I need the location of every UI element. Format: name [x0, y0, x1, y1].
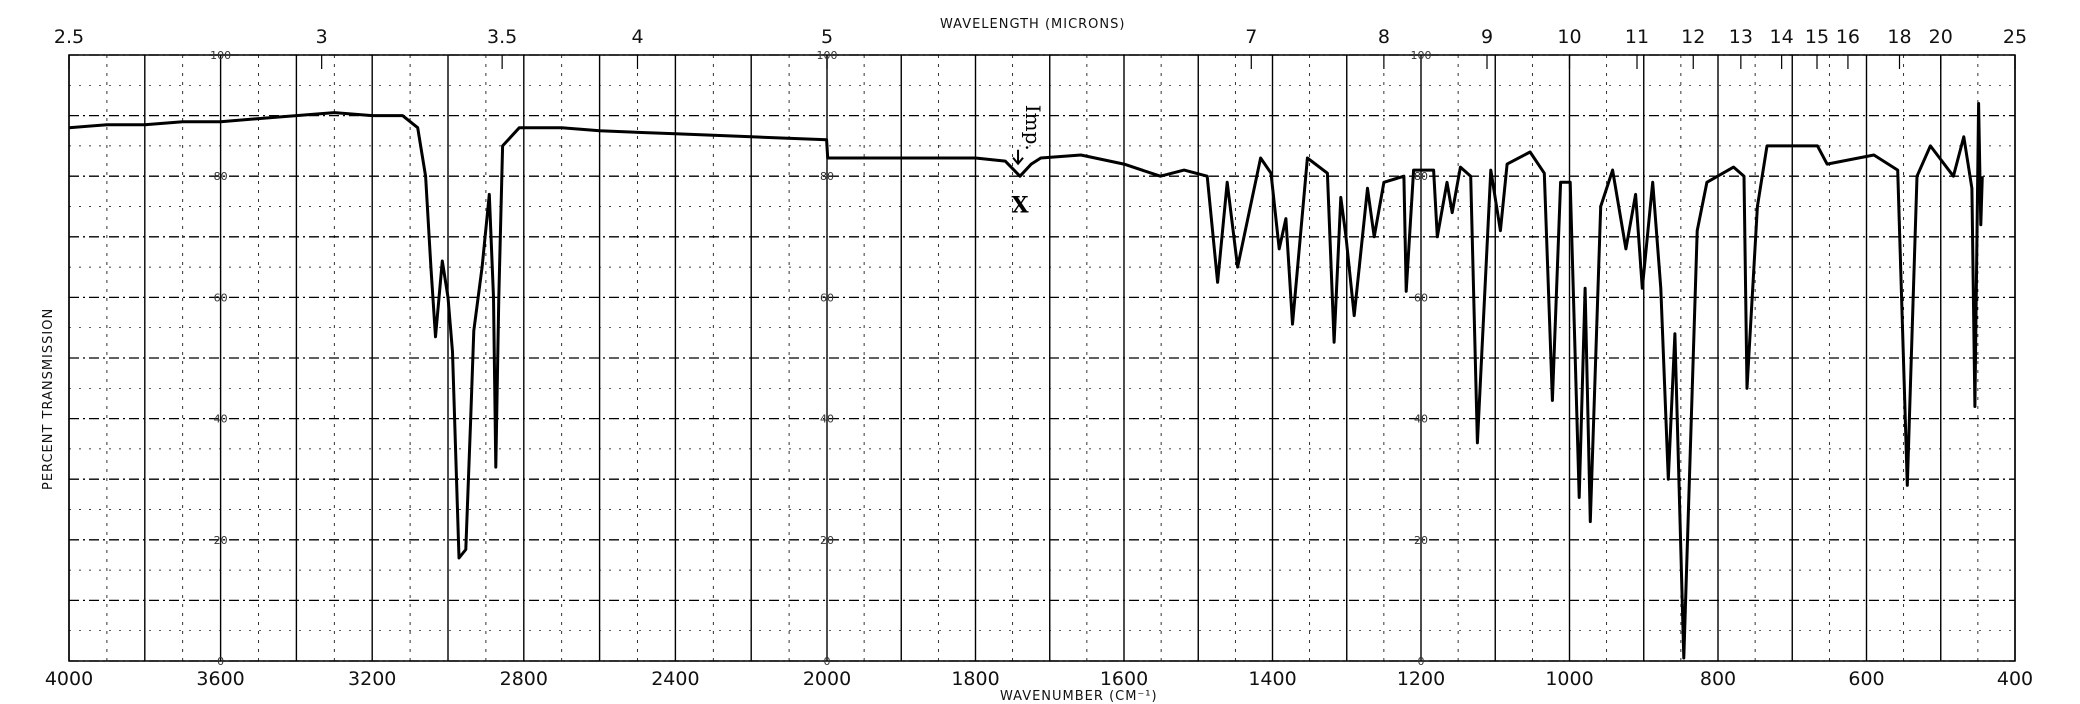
x2-tick-label: 11: [1625, 26, 1649, 48]
x-tick-label: 600: [1848, 668, 1884, 690]
y-tick-label: 80: [820, 170, 834, 183]
arrow-down-icon: [1012, 149, 1024, 166]
x2-tick-label: 8: [1378, 26, 1390, 48]
y-tick-label: 100: [817, 49, 838, 62]
x2-tick-label: 3: [316, 26, 328, 48]
y-tick-label: 80: [1414, 170, 1428, 183]
x2-tick-label: 9: [1481, 26, 1493, 48]
y-tick-label: 40: [214, 413, 228, 426]
x2-tick-label: 18: [1887, 26, 1911, 48]
x-tick-label: 3200: [348, 668, 396, 690]
x2-tick-label: 12: [1681, 26, 1705, 48]
x2-tick-label: 20: [1929, 26, 1953, 48]
x2-tick-label: 25: [2003, 26, 2027, 48]
x-tick-label: 2000: [803, 668, 851, 690]
annotation-imp: Imp.: [1021, 105, 1045, 151]
x2-tick-label: 16: [1836, 26, 1860, 48]
x2-tick-label: 14: [1770, 26, 1794, 48]
y-tick-label: 20: [1414, 534, 1428, 547]
x-tick-label: 1800: [951, 668, 999, 690]
x-tick-label: 1600: [1100, 668, 1148, 690]
x2-tick-label: 15: [1805, 26, 1829, 48]
annotation-x: X: [1012, 193, 1030, 219]
x2-tick-label: 3.5: [487, 26, 517, 48]
plot-frame: [68, 54, 2016, 662]
x2-tick-label: 10: [1557, 26, 1581, 48]
y-tick-label: 0: [824, 655, 831, 668]
y-tick-label: 40: [820, 413, 834, 426]
x-tick-label: 800: [1700, 668, 1736, 690]
x2-tick-label: 5: [821, 26, 833, 48]
x-axis-label: WAVENUMBER (CM⁻¹): [1000, 689, 1158, 704]
spectrum-line: [68, 102, 1984, 660]
y-tick-label: 0: [1418, 655, 1425, 668]
y-tick-label: 100: [1411, 49, 1432, 62]
x2-tick-label: 7: [1245, 26, 1257, 48]
x2-tick-label: 4: [631, 26, 643, 48]
y-tick-label: 80: [214, 170, 228, 183]
x-tick-label: 400: [1997, 668, 2033, 690]
x2-axis-label: WAVELENGTH (MICRONS): [940, 17, 1125, 32]
x2-tick-label: 13: [1729, 26, 1753, 48]
y-tick-label: 40: [1414, 413, 1428, 426]
x-tick-label: 4000: [45, 668, 93, 690]
y-tick-label: 20: [214, 534, 228, 547]
x-tick-label: 2400: [651, 668, 699, 690]
x-tick-label: 1200: [1397, 668, 1445, 690]
x-tick-label: 1400: [1248, 668, 1296, 690]
y-tick-label: 0: [217, 655, 224, 668]
y-axis-label: PERCENT TRANSMISSION: [41, 308, 56, 490]
y-tick-label: 20: [820, 534, 834, 547]
y-tick-label: 60: [214, 291, 228, 304]
y-tick-label: 100: [210, 49, 231, 62]
x2-tick-label: 2.5: [54, 26, 84, 48]
y-tick-label: 60: [820, 291, 834, 304]
x-tick-label: 3600: [196, 668, 244, 690]
annotations: Imp. X: [1012, 105, 1046, 219]
y-tick-label: 60: [1414, 291, 1428, 304]
tick-labels: 4000 3600 3200 2800 2400 2000 1800 1600 1400 1200…: [45, 26, 2033, 690]
x-tick-label: 2800: [500, 668, 548, 690]
x-tick-label: 1000: [1545, 668, 1593, 690]
